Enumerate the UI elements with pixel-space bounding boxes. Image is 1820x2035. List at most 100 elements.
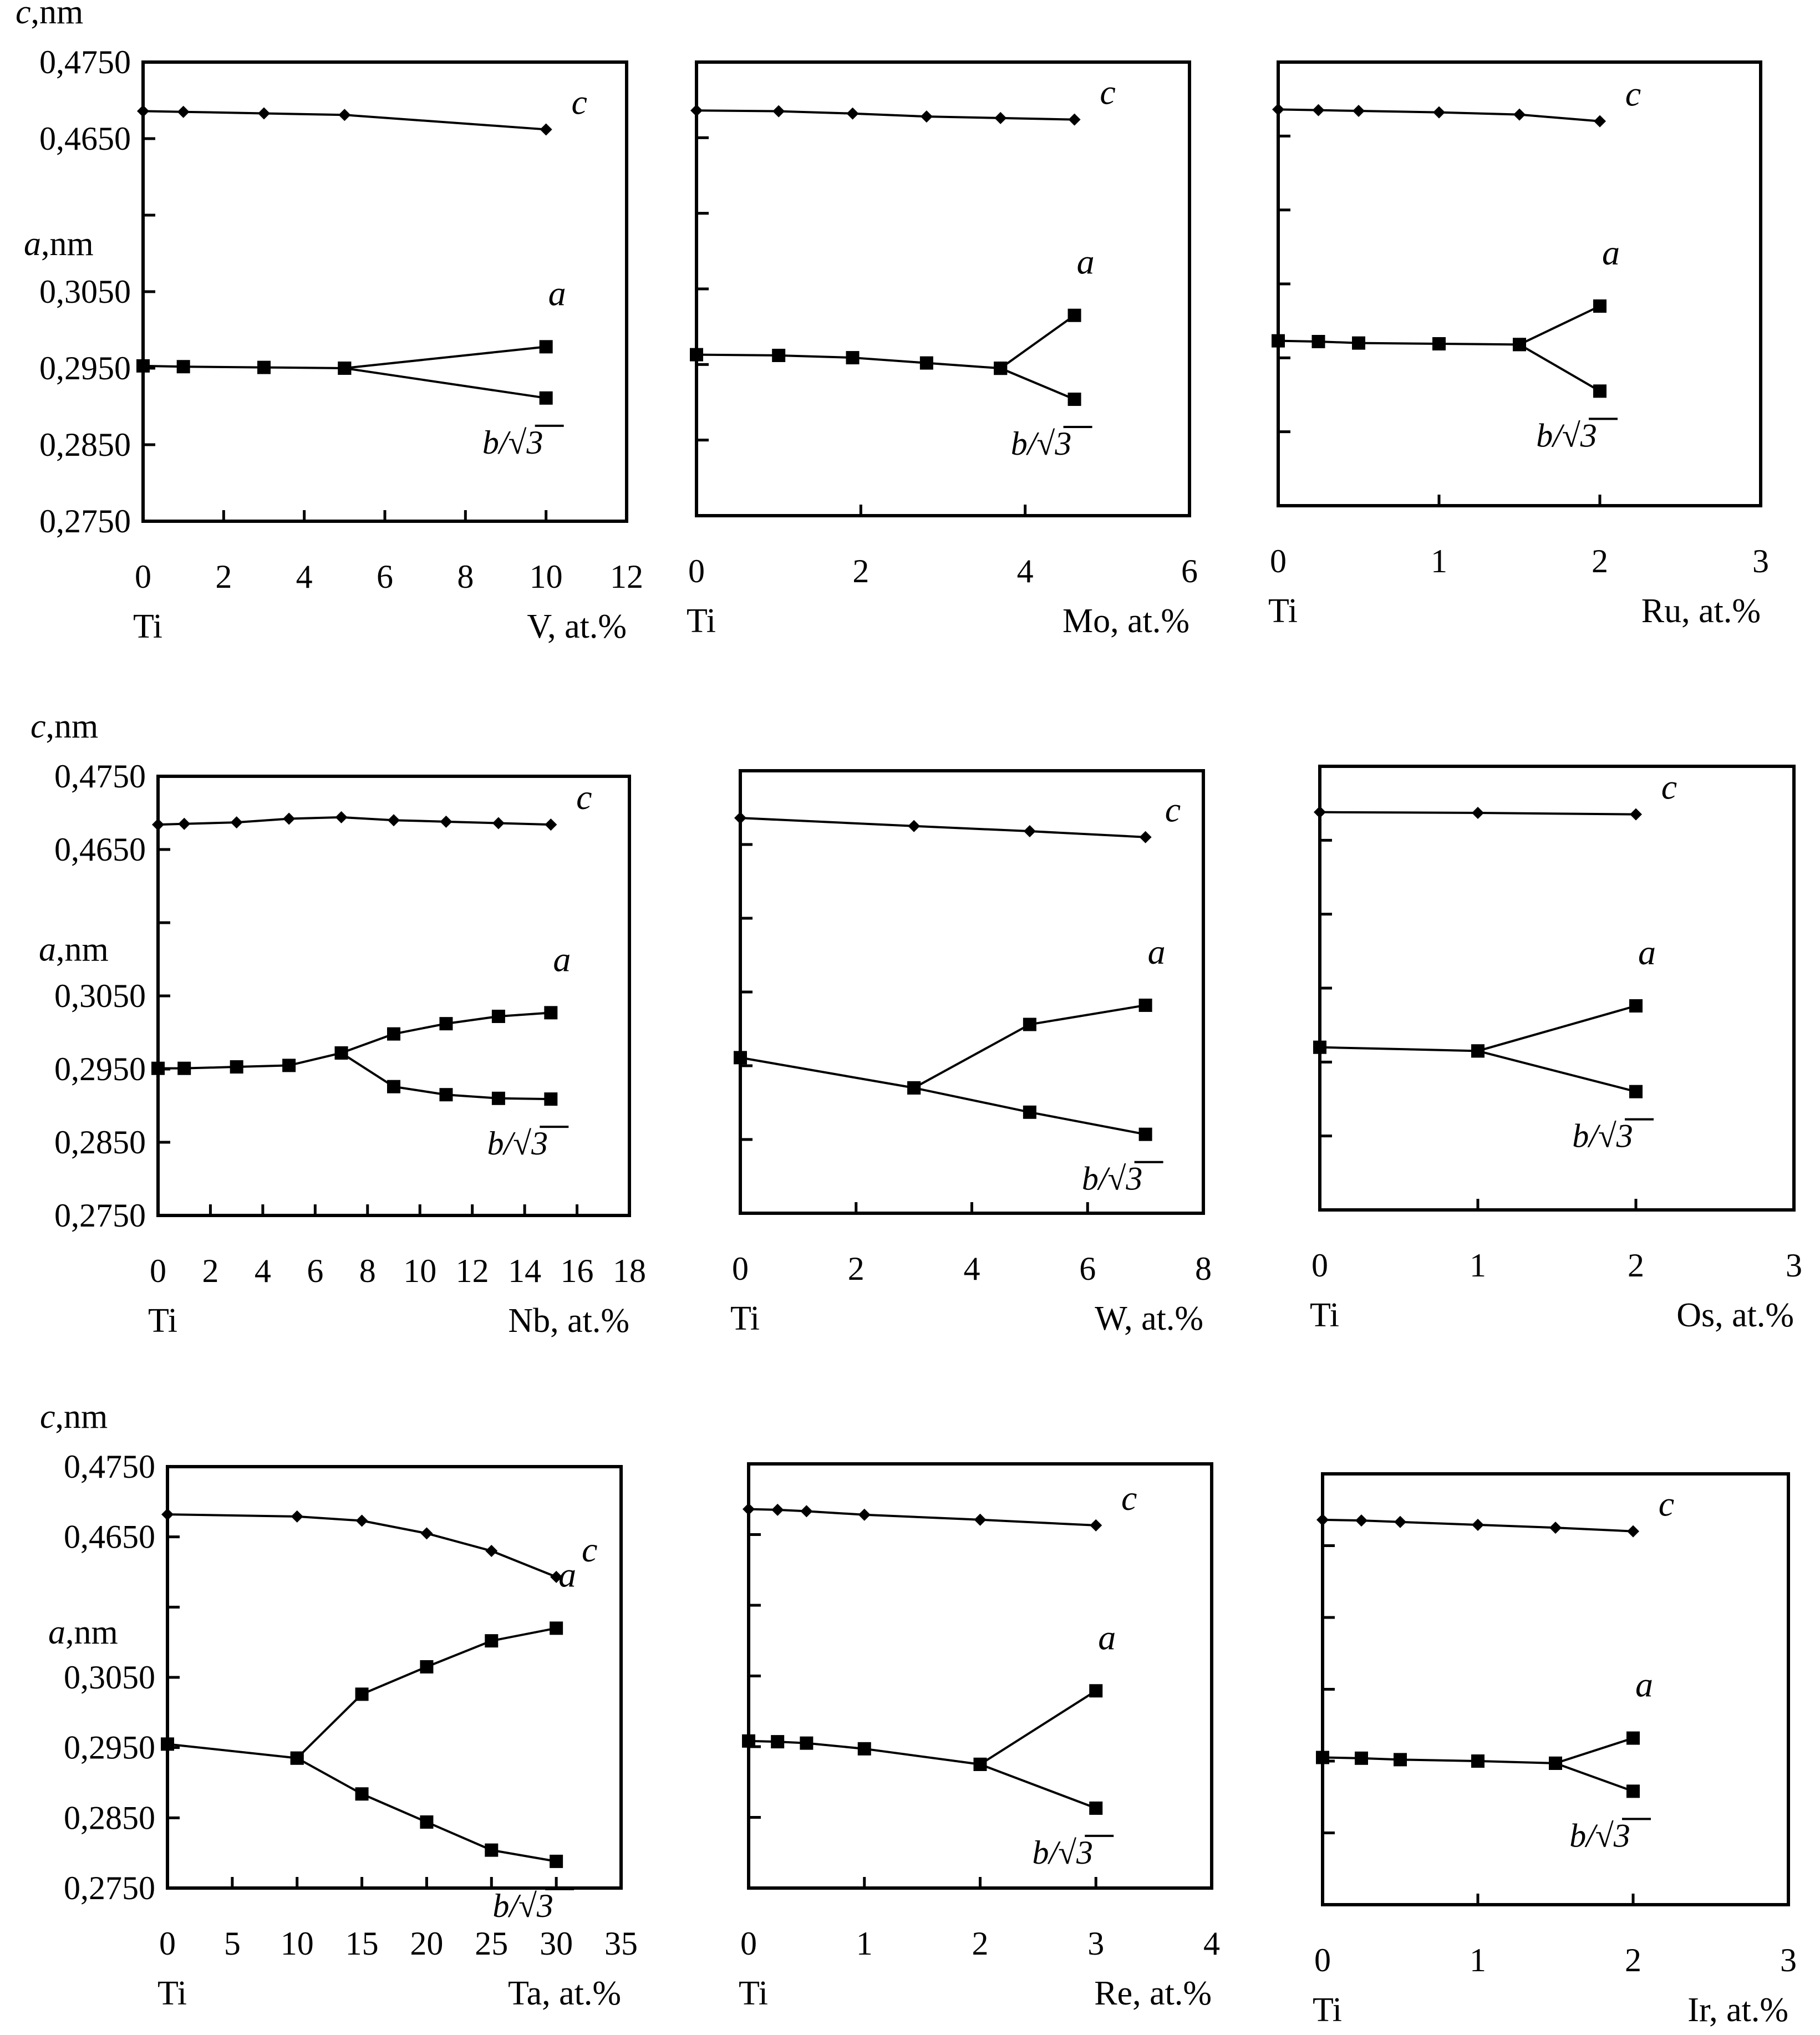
data-point-a (282, 1059, 296, 1072)
plot-frame (156, 775, 631, 1217)
plot-frame (695, 60, 1191, 517)
x-tick-label: 30 (540, 1925, 573, 1962)
y-tick-label: 0,4750 (54, 758, 146, 795)
y-tick-label: 0,2750 (54, 1197, 146, 1234)
x-tick-label: 0 (732, 1250, 749, 1287)
series-label-a: a (1148, 932, 1166, 971)
x-tick-label: 0 (150, 1253, 166, 1289)
data-point-c (1272, 103, 1284, 116)
data-point-c (1139, 831, 1152, 843)
data-point-b (439, 1088, 453, 1102)
data-point-b (1089, 1801, 1103, 1815)
x-axis-label: Ta, at.% (508, 1975, 621, 2012)
y-axis-label-a: a,nm (24, 225, 94, 263)
data-point-a (1394, 1753, 1407, 1767)
x-axis-label: Os, at.% (1676, 1296, 1794, 1334)
y-tick-label: 0,4650 (64, 1519, 155, 1555)
y-tick-label: 0,2850 (64, 1799, 155, 1836)
data-point-c (772, 105, 785, 118)
data-point-c (908, 820, 921, 832)
data-point-b (338, 362, 352, 375)
data-point-b (973, 1757, 987, 1771)
data-point-c (355, 1514, 368, 1527)
axis-unit: ,nm (55, 1398, 108, 1436)
data-point-c (1314, 806, 1326, 818)
data-point-c (485, 1545, 498, 1557)
y-tick-label: 0,2950 (54, 1051, 146, 1087)
x-tick-label: 0 (1311, 1247, 1328, 1284)
data-point-c (1090, 1519, 1102, 1532)
series-line-a (740, 1004, 1146, 1089)
panel-re: 0 1 2 3 4 Ti Re, at.% c a b/√3 (739, 1462, 1220, 2012)
y-tick-label: 0,2750 (39, 503, 131, 540)
series-line-a (1278, 305, 1600, 346)
origin-label-ti: Ti (1313, 1991, 1342, 2029)
data-point-a (1311, 335, 1325, 348)
data-point-b (539, 391, 553, 405)
series-label-b-sqrt3: b/√3 (1082, 1161, 1143, 1197)
x-tick-label: 2 (215, 558, 232, 595)
data-point-a (1432, 337, 1446, 350)
x-tick-label: 18 (613, 1253, 646, 1289)
y-tick-label: 0,3050 (54, 978, 146, 1014)
data-point-b (1513, 338, 1526, 352)
x-tick-label: 0 (1314, 1942, 1331, 1978)
x-tick-label: 1 (1470, 1942, 1486, 1978)
data-point-a (1313, 1040, 1326, 1054)
origin-label-ti: Ti (133, 608, 162, 645)
data-point-a (1355, 1751, 1368, 1765)
data-point-c (1023, 825, 1036, 838)
axis-symbol: c (16, 0, 31, 31)
data-point-c (178, 817, 191, 830)
axis-unit: ,nm (31, 0, 84, 31)
series-line-b-sqrt3 (344, 367, 546, 399)
x-tick-label: 1 (1431, 543, 1447, 579)
x-tick-label: 4 (296, 558, 313, 595)
series-line-b-sqrt3 (979, 1763, 1096, 1809)
x-tick-label: 16 (561, 1253, 594, 1289)
plot-frame (747, 1462, 1213, 1890)
x-tick-label: 10 (403, 1253, 436, 1289)
series-line-b-sqrt3 (296, 1757, 557, 1863)
x-tick-label: 4 (255, 1253, 271, 1289)
y-tick-label: 0,3050 (64, 1659, 155, 1696)
x-tick-label: 2 (852, 553, 869, 589)
axis-symbol: a (39, 931, 56, 969)
panel-os: 0 1 2 3 Ti Os, at.% c a b/√3 (1310, 765, 1802, 1334)
series-line-c (167, 1513, 557, 1578)
axis-symbol: a (48, 1614, 65, 1651)
y-tick-label: 0,2950 (64, 1729, 155, 1766)
y-axis-label-a: a,nm (48, 1614, 118, 1651)
series-label-b-sqrt3: b/√3 (1011, 425, 1072, 462)
data-point-b (1138, 1127, 1152, 1141)
x-tick-label: 6 (1079, 1250, 1096, 1287)
data-point-b (491, 1091, 505, 1105)
data-point-c (291, 1510, 303, 1523)
data-point-c (1630, 808, 1642, 821)
x-tick-label: 2 (848, 1250, 865, 1287)
axis-unit: ,nm (65, 1614, 118, 1651)
data-point-c (1312, 104, 1325, 116)
data-point-c (338, 109, 351, 121)
data-point-a (491, 1009, 505, 1023)
series-label-a: a (558, 1555, 576, 1594)
x-tick-label: 14 (508, 1253, 541, 1289)
y-tick-label: 0,2850 (39, 426, 131, 463)
data-point-c (161, 1508, 174, 1521)
series-label-c: c (576, 777, 592, 817)
data-point-a (544, 1006, 558, 1020)
x-tick-label: 0 (159, 1925, 176, 1962)
data-point-a (355, 1687, 369, 1701)
data-point-c (1068, 113, 1081, 126)
x-tick-label: 2 (202, 1253, 218, 1289)
data-point-c (1472, 807, 1484, 819)
data-point-c (994, 111, 1007, 124)
series-line-c (696, 109, 1075, 121)
data-point-c (137, 105, 149, 118)
series-label-a: a (1098, 1617, 1116, 1657)
data-point-c (550, 1570, 563, 1583)
data-point-c (545, 818, 557, 831)
data-point-c (974, 1513, 987, 1526)
